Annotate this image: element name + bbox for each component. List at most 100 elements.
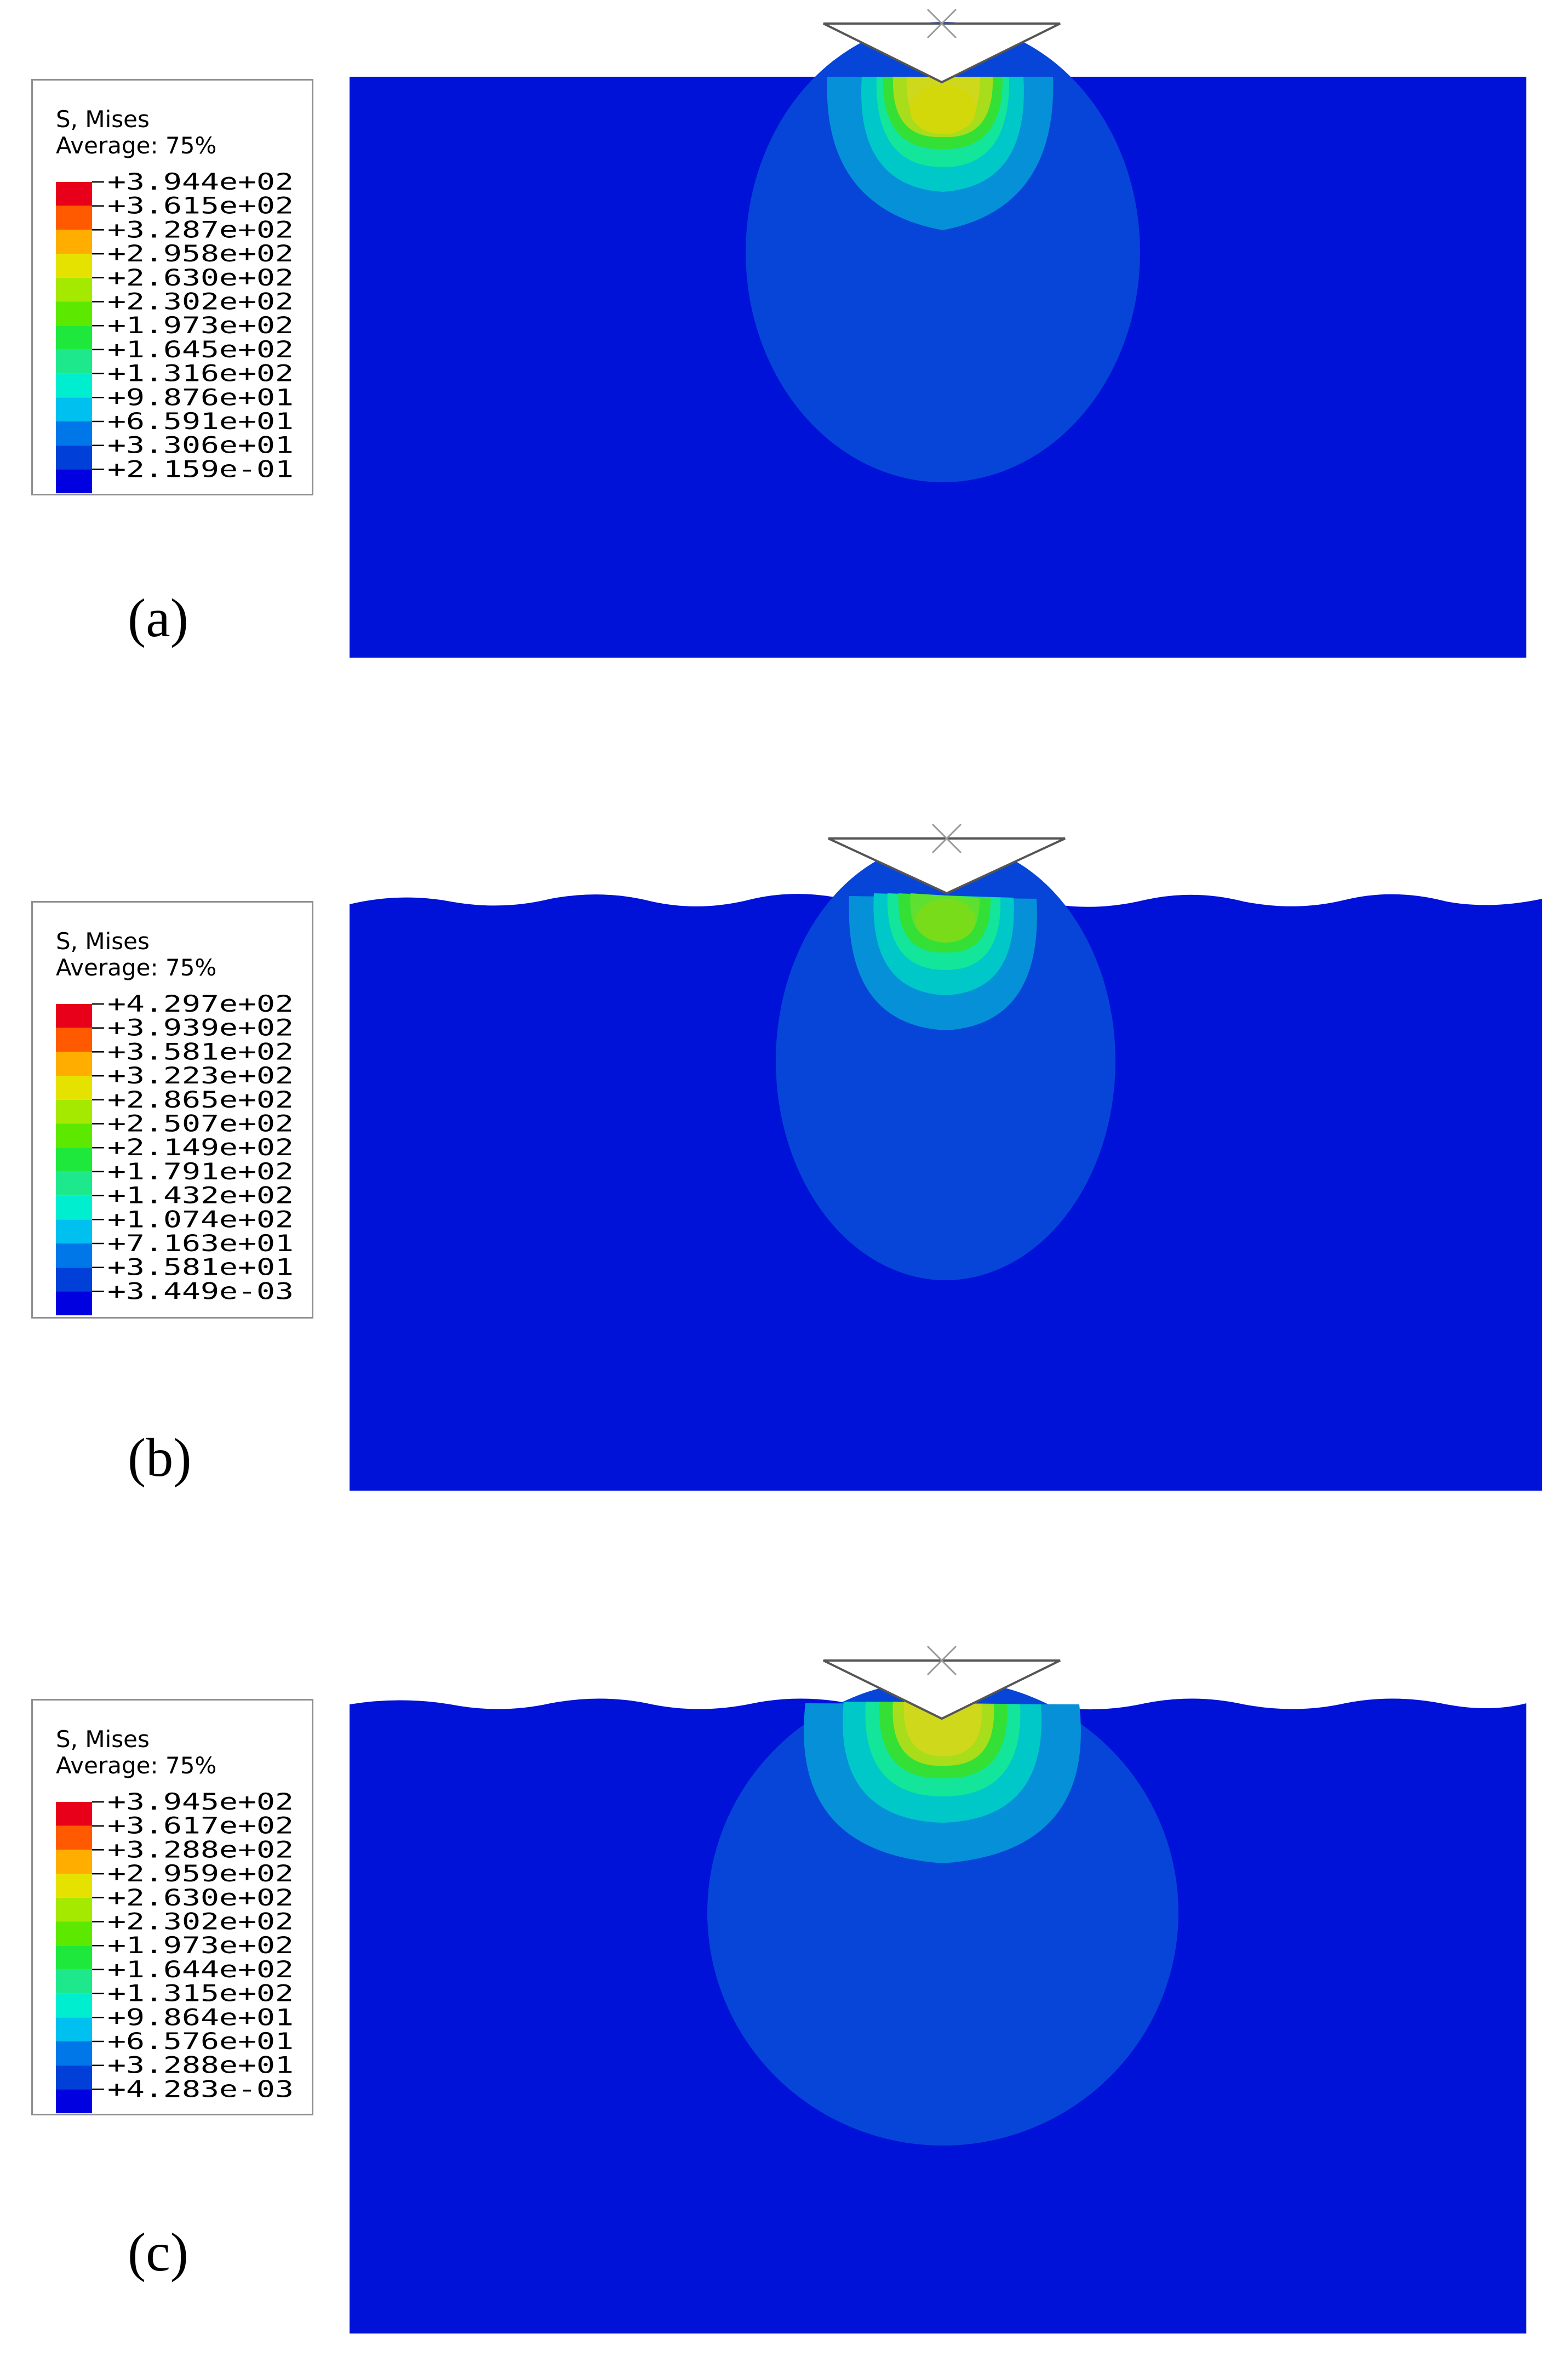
- colorbar-swatch: [56, 373, 92, 398]
- colorbar-tick-label: +9.864e+01: [107, 2004, 294, 2030]
- indenter-reference-mark: [931, 823, 962, 854]
- colorbar-tick-label: +3.288e+02: [107, 1836, 294, 1863]
- colorbar-swatch: [56, 230, 92, 254]
- colorbar-tick-label: +3.223e+02: [107, 1062, 294, 1089]
- colorbar-swatch: [56, 1291, 92, 1316]
- colorbar-tick-label: +1.315e+02: [107, 1980, 294, 2007]
- colorbar-tick-label: +4.283e-03: [107, 2075, 294, 2102]
- colorbar-tick-label: +3.449e-03: [107, 1277, 294, 1304]
- colorbar-tick-label: +3.287e+02: [107, 216, 294, 243]
- colorbar-swatch: [56, 469, 92, 494]
- legend-subtitle: Average: 75%: [56, 954, 217, 981]
- legend-title: S, Mises: [56, 106, 150, 133]
- colorbar-swatch: [56, 326, 92, 350]
- colorbar-swatch: [56, 1052, 92, 1076]
- colorbar-swatch: [56, 1195, 92, 1220]
- colorbar-b: +4.297e+02+3.939e+02+3.581e+02+3.223e+02…: [56, 990, 294, 1316]
- colorbar-swatch: [56, 2041, 92, 2066]
- colorbar-tick-label: +6.576e+01: [107, 2028, 294, 2055]
- contour-plot-c: [350, 1645, 1526, 2334]
- panel-label-b: (b): [128, 1427, 192, 1488]
- colorbar-swatch: [56, 1850, 92, 1874]
- colorbar-tick-label: +2.865e+02: [107, 1086, 294, 1113]
- colorbar-swatch: [56, 277, 92, 302]
- colorbar-swatch: [56, 2065, 92, 2090]
- colorbar-swatch: [56, 445, 92, 470]
- colorbar-swatch: [56, 1171, 92, 1196]
- colorbar-tick-label: +3.944e+02: [107, 168, 294, 195]
- colorbar-tick-label: +4.297e+02: [107, 990, 294, 1017]
- panel-label-c: (c): [128, 2222, 188, 2283]
- contour-band-7: [903, 1702, 982, 1756]
- colorbar-tick-label: +9.876e+01: [107, 384, 294, 410]
- legend-b: S, Mises Average: 75% +4.297e+02 +3.939e+…: [31, 901, 313, 1319]
- colorbar-swatch: [56, 1874, 92, 1898]
- colorbar-tick-label: +2.302e+02: [107, 1908, 294, 1935]
- colorbar-swatch: [56, 1219, 92, 1243]
- legend-title: S, Mises: [56, 1726, 150, 1753]
- colorbar-swatch: [56, 421, 92, 446]
- colorbar-swatch: [56, 301, 92, 326]
- colorbar-tick-label: +3.945e+02: [107, 1788, 294, 1815]
- colorbar-swatch: [56, 1123, 92, 1148]
- legend-subtitle: Average: 75%: [56, 132, 217, 159]
- colorbar-swatch: [56, 254, 92, 278]
- colorbar-tick-label: +1.973e+02: [107, 312, 294, 339]
- colorbar-swatch: [56, 1921, 92, 1946]
- colorbar-swatch: [56, 1945, 92, 1970]
- colorbar-swatch: [56, 206, 92, 230]
- panel-a: S, Mises Average: 75% +3.944e+02 +3.615e+…: [0, 0, 1568, 740]
- colorbar-swatch: [56, 182, 92, 206]
- colorbar-tick-label: +3.306e+01: [107, 432, 294, 459]
- legend-title: S, Mises: [56, 928, 150, 955]
- colorbar-tick-label: +3.939e+02: [107, 1014, 294, 1041]
- colorbar-tick-label: +2.149e+02: [107, 1134, 294, 1161]
- colorbar-swatch: [56, 1243, 92, 1268]
- colorbar-swatch: [56, 1028, 92, 1052]
- legend-a: S, Mises Average: 75% +3.944e+02 +3.615e+…: [31, 79, 313, 495]
- colorbar-swatch: [56, 1148, 92, 1172]
- colorbar-swatch: [56, 1099, 92, 1124]
- stress-peak: [910, 85, 976, 134]
- colorbar-tick-label: +1.791e+02: [107, 1158, 294, 1185]
- colorbar-tick-label: +2.958e+02: [107, 240, 294, 267]
- contour-plot-a: [350, 8, 1526, 658]
- colorbar-swatch: [56, 2017, 92, 2041]
- colorbar-swatch: [56, 1969, 92, 1994]
- colorbar-swatch: [56, 2089, 92, 2114]
- colorbar-swatch: [56, 1897, 92, 1922]
- colorbar-swatch: [56, 1802, 92, 1826]
- legend-c: S, Mises Average: 75% +3.945e+02 +3.617e+…: [31, 1699, 313, 2115]
- colorbar-swatch: [56, 1267, 92, 1292]
- colorbar-tick-label: +2.507e+02: [107, 1110, 294, 1137]
- colorbar-tick-label: +1.074e+02: [107, 1206, 294, 1233]
- panel-b: S, Mises Average: 75% +4.297e+02 +3.939e+…: [0, 811, 1568, 1551]
- colorbar-a: +3.944e+02+3.615e+02+3.287e+02+2.958e+02…: [56, 168, 294, 494]
- colorbar-tick-label: +2.630e+02: [107, 1884, 294, 1911]
- colorbar-tick-label: +2.159e-01: [107, 455, 294, 482]
- colorbar-tick-label: +1.644e+02: [107, 1956, 294, 1983]
- contour-plot-b: [350, 823, 1542, 1491]
- colorbar-swatch: [56, 1004, 92, 1028]
- colorbar-tick-label: +2.302e+02: [107, 288, 294, 315]
- colorbar-tick-label: +1.645e+02: [107, 336, 294, 363]
- colorbar-swatch: [56, 1825, 92, 1850]
- panel-c: S, Mises Average: 75% +3.945e+02 +3.617e+…: [0, 1622, 1568, 2362]
- colorbar-swatch: [56, 349, 92, 374]
- colorbar-tick-label: +6.591e+01: [107, 408, 294, 435]
- colorbar-tick-label: +1.316e+02: [107, 360, 294, 387]
- colorbar-tick-label: +3.617e+02: [107, 1812, 294, 1839]
- colorbar-swatch: [56, 397, 92, 421]
- indenter-reference-mark: [926, 1645, 957, 1676]
- colorbar-tick-label: +3.288e+01: [107, 2052, 294, 2079]
- colorbar-tick-label: +7.163e+01: [107, 1230, 294, 1257]
- colorbar-tick-label: +1.973e+02: [107, 1932, 294, 1959]
- stress-peak: [915, 899, 976, 943]
- colorbar-tick-label: +1.432e+02: [107, 1182, 294, 1209]
- legend-subtitle: Average: 75%: [56, 1752, 217, 1779]
- colorbar-tick-label: +2.630e+02: [107, 264, 294, 291]
- colorbar-swatch: [56, 1076, 92, 1100]
- colorbar-tick-label: +3.581e+01: [107, 1254, 294, 1281]
- indenter-reference-mark: [926, 8, 957, 39]
- panel-label-a: (a): [128, 587, 188, 648]
